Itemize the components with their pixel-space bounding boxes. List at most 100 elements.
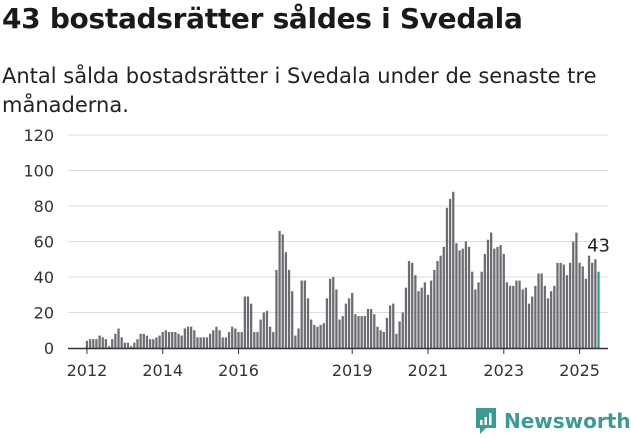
bar (521, 289, 524, 348)
x-tick-label: 2021 (408, 361, 449, 380)
bar (250, 303, 253, 348)
bar (136, 339, 139, 348)
bar (98, 335, 101, 348)
bar (512, 285, 515, 348)
bar (360, 316, 363, 348)
bar (133, 342, 136, 348)
bar (584, 278, 588, 348)
bar (246, 296, 250, 348)
bar (388, 305, 392, 348)
bar (231, 326, 234, 348)
bar (259, 319, 262, 348)
bar (107, 346, 111, 348)
bar (328, 278, 332, 348)
bar (142, 333, 145, 348)
bar (126, 342, 130, 348)
bar (199, 337, 202, 348)
bar (433, 269, 436, 348)
bar (243, 296, 246, 348)
bar (148, 339, 152, 348)
bar (455, 243, 458, 348)
bar (382, 332, 385, 348)
bar (186, 326, 190, 348)
bar (205, 337, 209, 348)
bar (335, 289, 338, 348)
bar (344, 303, 348, 348)
bar (297, 328, 300, 348)
bar (534, 285, 537, 348)
bar (490, 232, 493, 348)
bar (171, 332, 174, 348)
bar (594, 259, 597, 348)
bar (85, 340, 89, 348)
y-tick-label: 0 (44, 339, 54, 358)
bar (578, 262, 581, 348)
x-tick-label: 2025 (559, 361, 600, 380)
bar (477, 282, 480, 348)
bar (575, 232, 578, 348)
bar (385, 317, 389, 348)
bar (152, 339, 155, 348)
bar (316, 326, 319, 348)
bar (190, 326, 193, 348)
bar (281, 234, 284, 348)
bar (174, 332, 177, 348)
bar (284, 252, 288, 348)
x-tick-label: 2016 (218, 361, 259, 380)
bar (423, 282, 426, 348)
bar (471, 271, 474, 348)
bar (496, 246, 499, 348)
bar (404, 287, 408, 348)
bar (120, 337, 123, 348)
bar (221, 337, 224, 348)
bar (474, 289, 477, 348)
bar (104, 339, 108, 348)
bar (167, 332, 171, 348)
bar (310, 319, 313, 348)
bar (458, 250, 461, 348)
bar (370, 308, 373, 348)
bar (111, 339, 114, 348)
bar (265, 310, 269, 348)
bar (268, 326, 272, 348)
bar (401, 312, 404, 348)
bar (114, 333, 117, 348)
bar (234, 328, 237, 348)
bar (439, 255, 442, 348)
bar (426, 294, 430, 348)
bar (565, 275, 569, 348)
bar (502, 253, 505, 348)
bar (303, 280, 306, 348)
bar (183, 328, 186, 348)
bar (332, 277, 335, 348)
bar (540, 273, 543, 348)
bar (430, 280, 433, 348)
bar (452, 191, 455, 348)
bar (193, 330, 196, 348)
bar (322, 323, 325, 348)
bar (202, 337, 205, 348)
bar (553, 285, 556, 348)
x-tick-label: 2014 (142, 361, 183, 380)
bar (145, 335, 149, 348)
bar (338, 319, 341, 348)
bar (493, 248, 496, 348)
bar (117, 328, 120, 348)
bar (212, 330, 215, 348)
bar (407, 261, 411, 348)
y-tick-label: 20 (34, 304, 54, 323)
bar (208, 333, 212, 348)
bar (591, 262, 594, 348)
bar (392, 303, 395, 348)
x-tick-label: 2012 (67, 361, 108, 380)
bar (417, 291, 420, 348)
bar (467, 246, 471, 348)
bar (550, 291, 553, 348)
bar (300, 280, 303, 348)
bar (139, 333, 142, 348)
bar (227, 332, 231, 348)
highlight-bar (597, 271, 600, 348)
y-tick-label: 120 (23, 126, 54, 145)
bar (164, 330, 168, 348)
bar (537, 273, 540, 348)
